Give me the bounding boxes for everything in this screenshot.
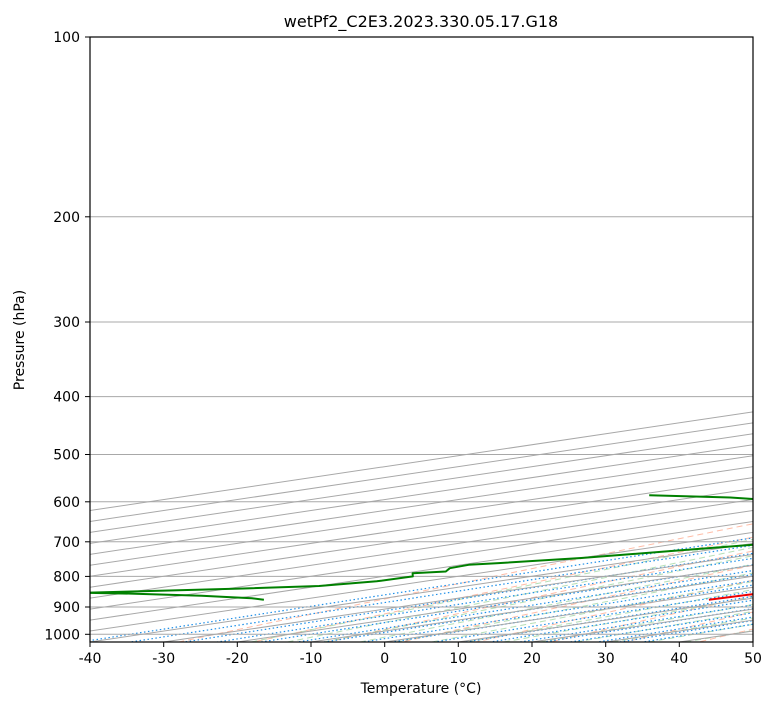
x-tick-label: -10: [300, 651, 323, 667]
plot-frame: [89, 36, 754, 643]
isotherm: [90, 531, 753, 632]
isotherm: [90, 444, 753, 544]
isotherm: [90, 520, 753, 621]
x-tick-label: -30: [152, 651, 175, 667]
x-tick-label: -20: [226, 651, 249, 667]
y-tick-label: 700: [53, 535, 80, 551]
y-tick-label: 300: [53, 315, 80, 331]
moist-adiabat: [287, 546, 753, 642]
isotherm: [90, 509, 753, 610]
y-tick-label: 600: [53, 495, 80, 511]
isotherm: [90, 455, 753, 555]
isotherm: [90, 466, 753, 566]
y-tick-label: 200: [53, 210, 80, 226]
isotherm: [90, 499, 753, 599]
chart-title: wetPf2_C2E3.2023.330.05.17.G18: [284, 12, 558, 32]
y-tick-label: 1000: [44, 627, 80, 643]
x-tick-label: 10: [449, 651, 467, 667]
mixing-ratio-line: [490, 599, 753, 642]
y-tick-label: 500: [53, 448, 80, 464]
isotherm: [90, 477, 753, 577]
x-tick-label: 20: [523, 651, 541, 667]
mixing-ratio-line: [434, 590, 753, 642]
x-tick-label: 50: [744, 651, 762, 667]
y-tick-label: 800: [53, 569, 80, 585]
profile-lines: [90, 494, 753, 601]
mixing-ratio-line: [297, 569, 753, 642]
x-axis-label: Temperature (°C): [360, 681, 482, 697]
moist-adiabat: [359, 563, 753, 642]
y-axis-label: Pressure (hPa): [12, 290, 28, 390]
dry-adiabat: [475, 579, 753, 642]
moist-adiabat: [251, 538, 753, 642]
y-tick-label: 100: [53, 30, 80, 46]
y-tick-label: 400: [53, 390, 80, 406]
x-tick-label: 30: [597, 651, 615, 667]
isotherm: [90, 488, 753, 588]
pressure-gridlines: [90, 37, 753, 642]
y-tick-label: 900: [53, 600, 80, 616]
moist-adiabat: [395, 572, 753, 642]
mixing-ratio-line: [363, 580, 753, 642]
x-tick-label: -40: [79, 651, 102, 667]
x-tick-label: 40: [670, 651, 688, 667]
mixing-ratio-line: [217, 557, 753, 642]
mixing-ratio-line: [597, 616, 753, 642]
dewpoint-lower-line: [90, 494, 753, 601]
x-tick-label: 0: [380, 651, 389, 667]
axis-ticks: -40 -30 -20 -10 0 10 20 30 40 50 100 200 300 400 500 60…: [44, 30, 762, 667]
